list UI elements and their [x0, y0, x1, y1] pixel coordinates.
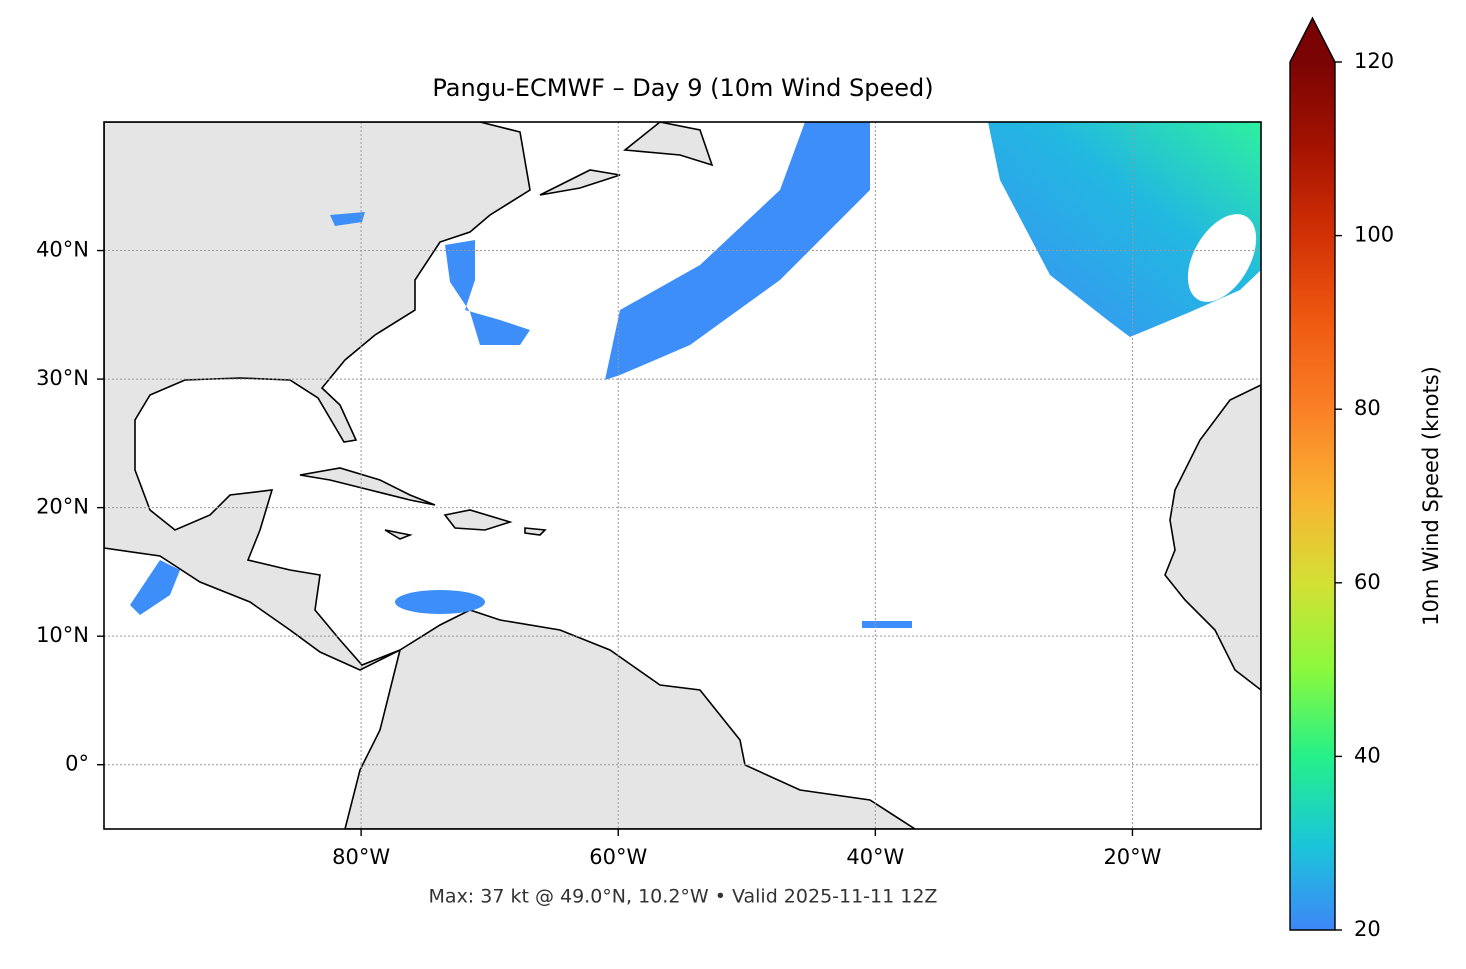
y-tick-label: 10°N — [36, 623, 89, 647]
x-tick-label: 20°W — [1103, 845, 1161, 869]
grid — [104, 122, 1261, 829]
chart-title: Pangu-ECMWF – Day 9 (10m Wind Speed) — [432, 74, 933, 102]
wind-area — [330, 212, 365, 226]
colorbar-tick-label: 100 — [1354, 223, 1394, 247]
land — [344, 609, 917, 829]
land — [104, 122, 531, 671]
land — [384, 529, 413, 540]
colorbar-tick-label: 40 — [1354, 743, 1381, 767]
land — [299, 467, 436, 506]
y-tick-label: 0° — [65, 752, 89, 776]
land — [622, 122, 714, 167]
y-tick-label: 40°N — [36, 238, 89, 262]
wind-gap — [1187, 214, 1257, 302]
x-tick-label: 60°W — [589, 845, 647, 869]
colorbar-extend — [1290, 18, 1335, 62]
x-tick-label: 80°W — [332, 845, 390, 869]
colorbar-tick-label: 20 — [1354, 917, 1381, 941]
colorbar — [1290, 62, 1335, 930]
x-tick-label: 40°W — [846, 845, 904, 869]
y-tick-label: 20°N — [36, 495, 89, 519]
colorbar-tick-label: 120 — [1354, 49, 1394, 73]
wind-area — [130, 560, 180, 615]
colorbar-label: 10m Wind Speed (knots) — [1419, 366, 1443, 626]
map — [104, 122, 1261, 829]
y-tick-label: 30°N — [36, 366, 89, 390]
wind-area — [395, 590, 485, 614]
wind-area — [445, 240, 530, 345]
colorbar-tick-label: 80 — [1354, 396, 1381, 420]
map-frame — [103, 121, 1262, 830]
wind-area — [862, 621, 912, 628]
land — [1164, 384, 1261, 692]
land — [443, 509, 513, 531]
colorbar-tick-label: 60 — [1354, 570, 1381, 594]
land — [524, 527, 547, 536]
annotation: Max: 37 kt @ 49.0°N, 10.2°W • Valid 2025… — [429, 886, 938, 908]
land — [539, 169, 621, 196]
colorbar-frame — [1289, 16, 1336, 931]
